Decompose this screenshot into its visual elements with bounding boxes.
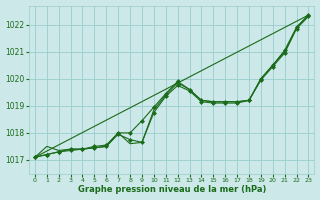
X-axis label: Graphe pression niveau de la mer (hPa): Graphe pression niveau de la mer (hPa) (77, 185, 266, 194)
